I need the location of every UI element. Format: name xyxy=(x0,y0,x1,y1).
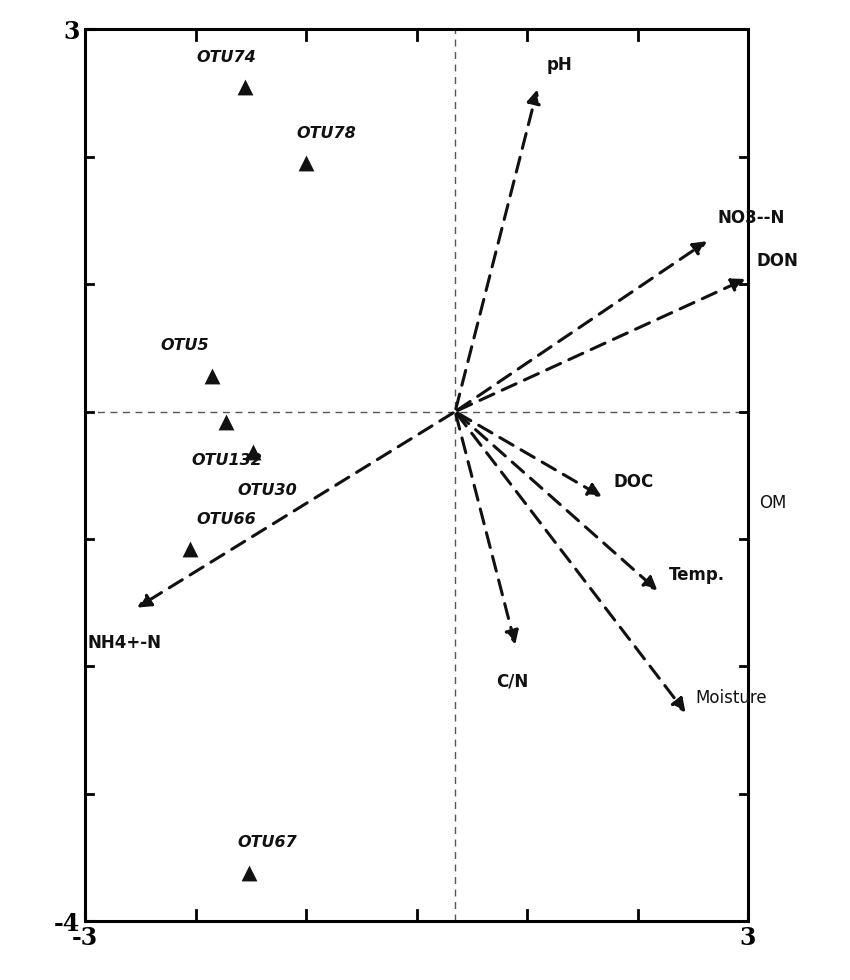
Text: Moisture: Moisture xyxy=(695,689,767,708)
Text: pH: pH xyxy=(547,56,573,74)
Text: Temp.: Temp. xyxy=(668,565,724,584)
Point xyxy=(241,865,255,881)
Point xyxy=(184,541,197,557)
Text: NO3--N: NO3--N xyxy=(717,209,785,227)
Text: NH4+-N: NH4+-N xyxy=(88,634,162,653)
Text: OTU30: OTU30 xyxy=(237,483,298,498)
Text: DOC: DOC xyxy=(613,472,654,491)
Point xyxy=(219,414,233,429)
Point xyxy=(205,368,218,384)
Text: DON: DON xyxy=(756,252,799,270)
Point xyxy=(238,79,252,95)
Text: OTU132: OTU132 xyxy=(191,453,262,467)
Text: OTU66: OTU66 xyxy=(196,513,257,527)
Text: OTU5: OTU5 xyxy=(160,338,209,353)
Text: OM: OM xyxy=(759,494,786,513)
Text: OTU78: OTU78 xyxy=(296,126,356,141)
Point xyxy=(299,155,313,171)
Point xyxy=(246,445,260,461)
Text: OTU74: OTU74 xyxy=(196,50,257,65)
Text: C/N: C/N xyxy=(496,672,529,691)
Text: OTU67: OTU67 xyxy=(237,835,298,850)
